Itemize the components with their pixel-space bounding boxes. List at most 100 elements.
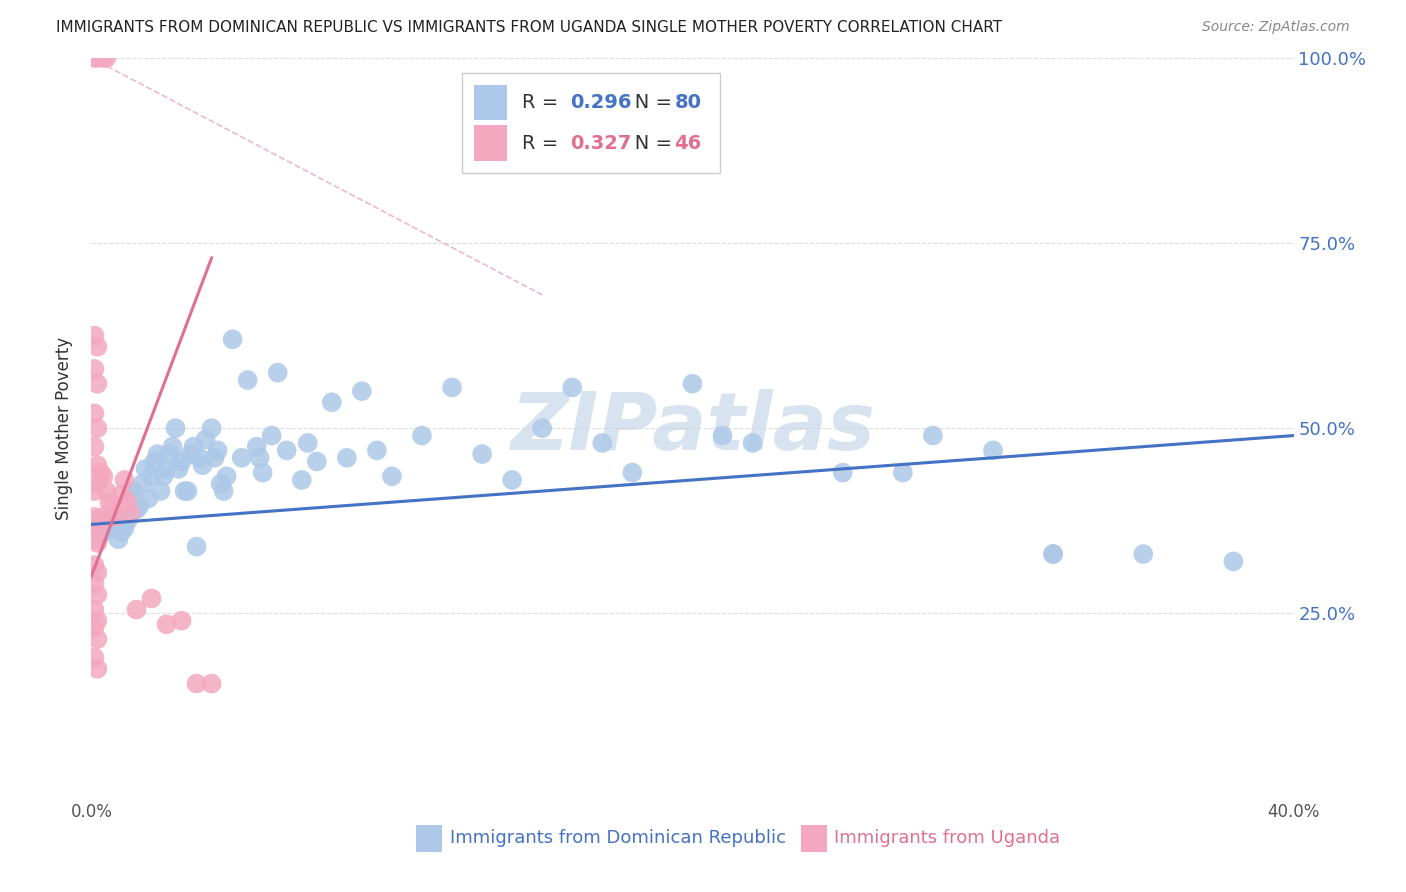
Point: [86, 536, 108, 550]
Point: [93, 524, 115, 539]
Point: [143, 454, 166, 468]
Text: 80: 80: [675, 93, 702, 112]
Point: [110, 524, 132, 539]
Point: [209, 476, 232, 491]
Point: [183, 440, 205, 454]
Point: [86, 458, 108, 473]
Point: [501, 473, 523, 487]
Point: [711, 428, 734, 442]
Point: [681, 376, 703, 391]
Point: [194, 432, 217, 446]
Point: [83, 328, 105, 343]
Point: [891, 466, 914, 480]
Point: [321, 395, 343, 409]
Point: [125, 602, 148, 616]
Point: [89, 514, 111, 528]
Point: [83, 602, 105, 616]
Point: [138, 491, 160, 506]
Point: [621, 466, 644, 480]
Point: [141, 469, 163, 483]
Y-axis label: Single Mother Poverty: Single Mother Poverty: [55, 336, 73, 520]
Point: [186, 540, 208, 554]
Point: [86, 476, 108, 491]
Point: [86, 588, 108, 602]
Point: [297, 436, 319, 450]
Point: [204, 450, 226, 465]
Point: [83, 510, 105, 524]
Point: [165, 421, 187, 435]
Point: [83, 650, 105, 665]
Point: [201, 421, 224, 435]
Point: [411, 428, 433, 442]
Point: [93, 510, 115, 524]
Point: [86, 662, 108, 676]
Point: [89, 466, 111, 480]
Point: [98, 514, 121, 528]
Text: Immigrants from Dominican Republic: Immigrants from Dominican Republic: [450, 830, 786, 847]
Point: [191, 458, 214, 473]
Point: [201, 676, 224, 690]
Point: [162, 440, 184, 454]
Text: Source: ZipAtlas.com: Source: ZipAtlas.com: [1202, 20, 1350, 34]
Point: [83, 440, 105, 454]
Point: [741, 436, 763, 450]
Point: [170, 614, 193, 628]
Point: [141, 591, 163, 606]
Text: N =: N =: [616, 134, 678, 153]
Point: [89, 528, 111, 542]
Point: [98, 495, 121, 509]
Text: Immigrants from Uganda: Immigrants from Uganda: [834, 830, 1060, 847]
Point: [131, 476, 153, 491]
Point: [236, 373, 259, 387]
Point: [981, 443, 1004, 458]
Point: [83, 558, 105, 573]
Point: [120, 506, 142, 520]
Point: [231, 450, 253, 465]
Point: [440, 380, 463, 394]
Point: [86, 421, 108, 435]
Point: [83, 576, 105, 591]
Text: 0.296: 0.296: [569, 93, 631, 112]
Point: [276, 443, 298, 458]
Point: [186, 676, 208, 690]
Point: [86, 517, 108, 532]
FancyBboxPatch shape: [474, 126, 508, 161]
Point: [180, 447, 202, 461]
Point: [267, 366, 290, 380]
FancyBboxPatch shape: [800, 825, 827, 852]
Point: [96, 51, 118, 65]
Point: [86, 632, 108, 647]
Text: 46: 46: [675, 134, 702, 153]
Point: [159, 447, 181, 461]
Text: R =: R =: [522, 93, 564, 112]
Text: R =: R =: [522, 134, 564, 153]
Point: [146, 447, 169, 461]
Point: [114, 521, 136, 535]
Point: [212, 484, 235, 499]
Point: [104, 521, 127, 535]
Point: [93, 469, 115, 483]
Point: [1132, 547, 1154, 561]
Point: [1042, 547, 1064, 561]
FancyBboxPatch shape: [461, 73, 720, 173]
Text: 0.327: 0.327: [569, 134, 631, 153]
Point: [561, 380, 583, 394]
Point: [101, 502, 124, 516]
Point: [291, 473, 314, 487]
Point: [249, 450, 271, 465]
Point: [125, 502, 148, 516]
Point: [366, 443, 388, 458]
Point: [83, 51, 105, 65]
Point: [831, 466, 853, 480]
Point: [104, 510, 127, 524]
Point: [83, 484, 105, 499]
Point: [167, 462, 190, 476]
Point: [86, 614, 108, 628]
Point: [246, 440, 269, 454]
Point: [381, 469, 404, 483]
Text: ZIPatlas: ZIPatlas: [510, 389, 875, 467]
Point: [922, 428, 945, 442]
Point: [128, 499, 150, 513]
Point: [170, 454, 193, 468]
Point: [83, 514, 105, 528]
